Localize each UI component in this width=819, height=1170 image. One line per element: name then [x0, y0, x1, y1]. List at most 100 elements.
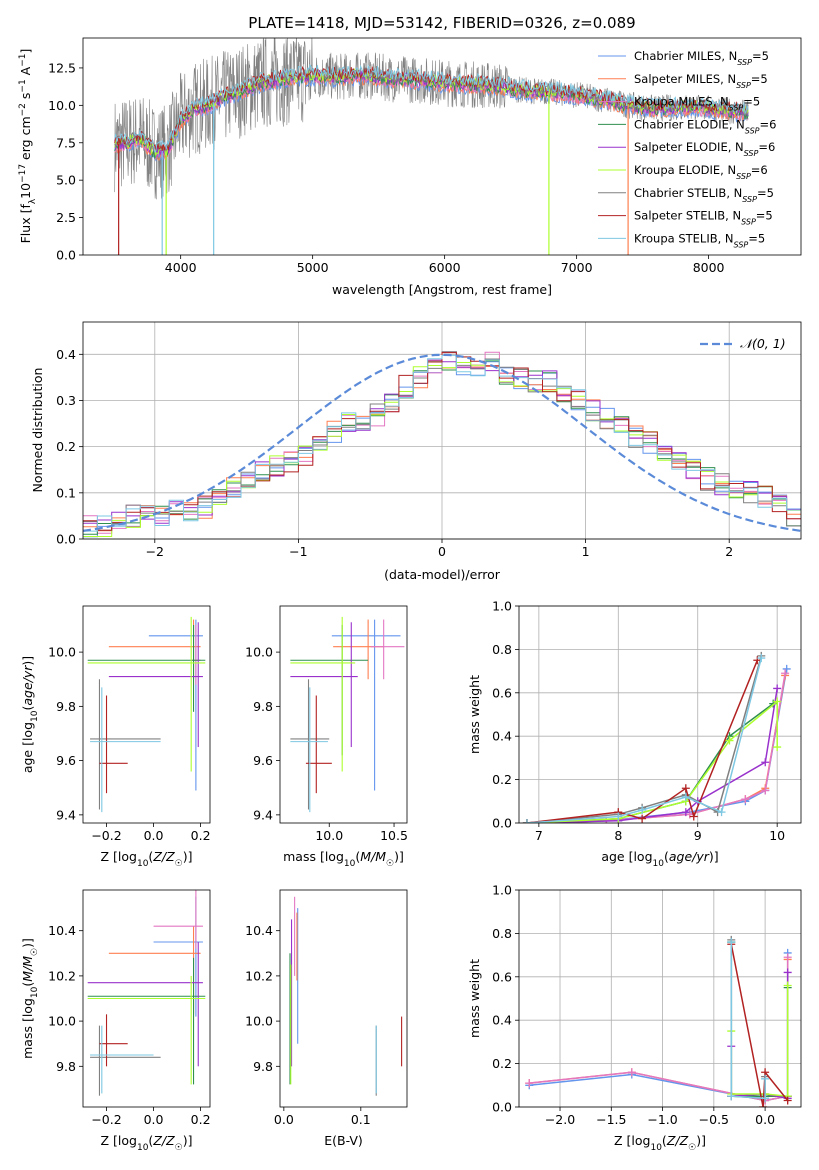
- axes-frame: [279, 889, 408, 1108]
- x-tick-label: −0.2: [91, 1112, 121, 1127]
- label-part: Z/Z: [666, 1133, 689, 1148]
- y-axis-label: mass weight: [467, 959, 482, 1038]
- y-tick-label: 0.2: [492, 772, 512, 787]
- plot-area: [525, 935, 792, 1107]
- label-part: Z [log: [101, 1133, 137, 1148]
- legend-text: Salpeter ELODIE, N: [634, 140, 744, 154]
- y-tick-label: 10.0: [245, 645, 273, 660]
- label-part: 10: [137, 1143, 149, 1153]
- label-part: Z/Z: [152, 1133, 175, 1148]
- x-axis-label: E(B-V): [324, 1133, 363, 1148]
- y-tick-label: 10.2: [245, 968, 273, 983]
- legend-suffix: =5: [752, 49, 769, 63]
- y-tick-label: 0.4: [56, 347, 76, 362]
- label-part: M/M: [20, 956, 35, 982]
- x-tick-label: 0.2: [191, 828, 211, 843]
- y-axis-label: Flux [fλ10−17 erg cm−2 s−1 A−1]: [18, 49, 38, 244]
- y-tick-label: 10.0: [48, 98, 76, 113]
- x-tick-label: −2.0: [545, 1112, 575, 1127]
- y-tick-label: 10.0: [48, 1014, 76, 1029]
- label-part: ]: [18, 49, 33, 54]
- weight-line: [526, 655, 763, 823]
- x-tick-label: 0.0: [755, 1112, 775, 1127]
- weight-marker: [761, 1074, 770, 1083]
- label-part: )]: [20, 656, 35, 666]
- x-axis-label: age [log10(age/yr)]: [601, 849, 718, 869]
- y-tick-label: 9.4: [56, 807, 76, 822]
- x-tick-label: 10.5: [380, 828, 408, 843]
- label-part: (: [355, 849, 360, 864]
- figure-title: PLATE=1418, MJD=53142, FIBERID=0326, z=0…: [248, 14, 635, 32]
- x-tick-label: −0.5: [699, 1112, 729, 1127]
- y-tick-label: 9.8: [253, 699, 273, 714]
- chart-age-vs-mass: 10.0 10.5 9.4 9.6 9.8 10.0 mass [log10(M/M☉)]: [245, 605, 408, 869]
- y-tick-label: 0.2: [492, 1056, 512, 1071]
- x-axis-label: Z [log10(Z/Z☉)]: [614, 1133, 706, 1153]
- weight-marker: [627, 1068, 636, 1077]
- legend-text: Kroupa ELODIE, N: [634, 163, 736, 177]
- histogram-series: [83, 354, 801, 539]
- label-part: age [log: [601, 849, 652, 864]
- axes-frame: [279, 605, 408, 824]
- legend-entry: Salpeter MILES, NSSP=5: [634, 72, 768, 90]
- y-tick-label: 0.0: [492, 816, 512, 831]
- chart-mass-weight-vs-Z: −2.0 −1.5 −1.0 −0.5 0.0 0.0 0.2 0.4 0.6 0.8 1.0 Z […: [467, 883, 802, 1153]
- weight-line: [730, 942, 766, 1100]
- legend-text: Salpeter STELIB, N: [634, 209, 741, 223]
- weight-line: [730, 939, 766, 1100]
- legend-suffix: =5: [748, 231, 765, 245]
- weight-marker: [761, 758, 770, 767]
- x-axis-label: mass [log10(M/M☉)]: [283, 849, 404, 869]
- weight-marker: [773, 697, 782, 706]
- weight-marker: [783, 981, 792, 990]
- legend-subscript: SSP: [742, 194, 757, 203]
- x-tick-label: 5000: [297, 260, 329, 275]
- x-tick-label: 0.0: [274, 1112, 294, 1127]
- legend-suffix: =5: [743, 95, 760, 109]
- plot-area: [290, 616, 405, 813]
- model-spectrum: [114, 67, 749, 152]
- y-tick-label: 10.0: [245, 1014, 273, 1029]
- legend-subscript: SSP: [734, 240, 749, 249]
- x-tick-label: 0: [438, 544, 446, 559]
- y-tick-label: 0.8: [492, 642, 512, 657]
- weight-marker: [782, 664, 791, 673]
- x-tick-label: 4000: [165, 260, 197, 275]
- y-tick-label: 0.4: [492, 729, 512, 744]
- label-part: )]: [696, 1133, 706, 1148]
- y-tick-label: 0.0: [492, 1100, 512, 1115]
- weight-marker: [614, 812, 623, 821]
- label-part: )]: [183, 1133, 193, 1148]
- normal-curve: [83, 353, 801, 532]
- legend-entry: Kroupa MILES, NSSP=5: [634, 95, 760, 113]
- model-spectrum: [114, 63, 749, 154]
- x-axis-label: wavelength [Angstrom, rest frame]: [332, 282, 552, 297]
- legend-subscript: SSP: [741, 217, 756, 226]
- label-part: mass [log: [20, 998, 35, 1059]
- legend-text: Chabrier ELODIE, N: [634, 117, 745, 131]
- legend-suffix: =6: [760, 117, 777, 131]
- chart-residuals: −2 −1 0 1 2 0.0 0.1 0.2 0.3 0.4 (data-model)/error…: [30, 321, 802, 582]
- label-part: (: [148, 849, 153, 864]
- x-tick-label: 7000: [561, 260, 593, 275]
- weight-marker: [725, 736, 734, 745]
- plot-area: [522, 651, 791, 823]
- y-tick-label: 2.5: [56, 210, 76, 225]
- x-tick-label: −2: [146, 544, 164, 559]
- x-tick-label: 0.0: [144, 828, 164, 843]
- weight-marker: [681, 784, 690, 793]
- x-axis-label: (data-model)/error: [384, 567, 501, 582]
- legend-entry: Chabrier ELODIE, NSSP=6: [634, 117, 776, 135]
- x-tick-label: 0.0: [144, 1112, 164, 1127]
- axes-frame: [82, 605, 211, 824]
- axes-frame: [518, 889, 802, 1108]
- y-tick-label: 12.5: [48, 60, 76, 75]
- label-part: ☉: [386, 859, 394, 869]
- weight-marker: [773, 684, 782, 693]
- legend-entry: Kroupa STELIB, NSSP=5: [634, 231, 765, 249]
- axes-frame: [82, 37, 802, 256]
- axes-frame: [518, 605, 802, 824]
- label-part: −2: [18, 103, 28, 116]
